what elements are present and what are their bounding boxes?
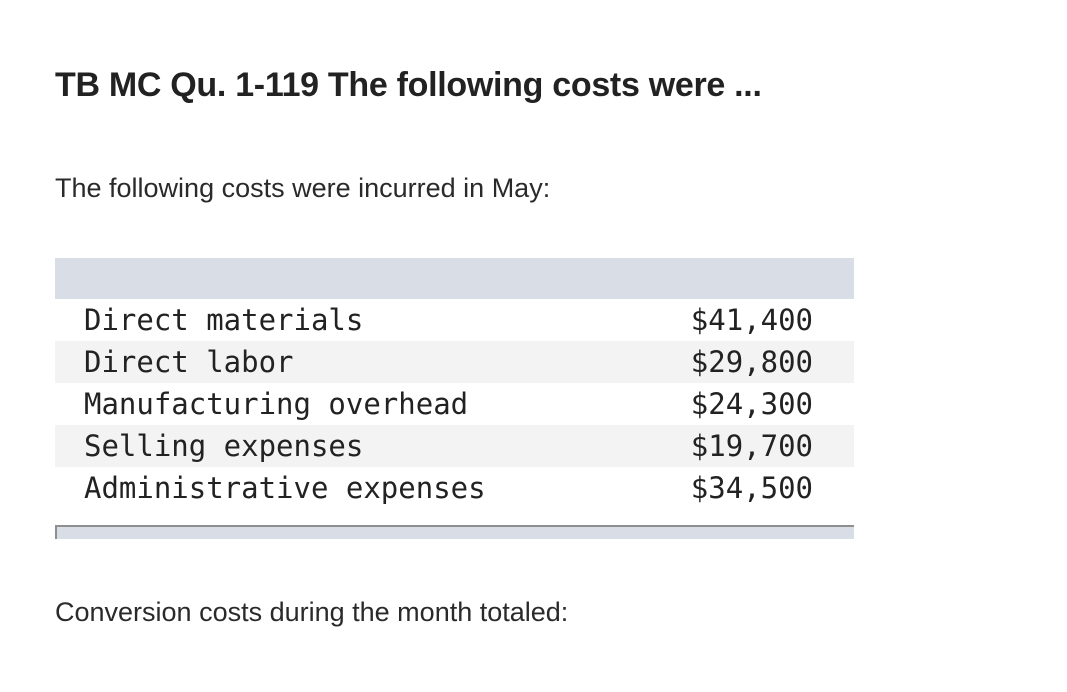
cost-amount: $29,800 <box>690 345 813 379</box>
cost-table: Direct materials $41,400 Direct labor $2… <box>55 258 854 539</box>
cost-label: Manufacturing overhead <box>84 387 469 421</box>
cost-amount: $19,700 <box>690 429 813 463</box>
table-row: Selling expenses $19,700 <box>55 425 854 467</box>
table-body: Direct materials $41,400 Direct labor $2… <box>55 299 854 509</box>
intro-text: The following costs were incurred in May… <box>55 173 551 203</box>
cost-amount: $24,300 <box>690 387 813 421</box>
table-row: Direct materials $41,400 <box>55 299 854 341</box>
table-header-bar <box>55 258 854 299</box>
table-row: Manufacturing overhead $24,300 <box>55 383 854 425</box>
question-text: Conversion costs during the month totale… <box>55 597 569 627</box>
cost-label: Administrative expenses <box>84 471 486 505</box>
cost-amount: $41,400 <box>690 303 813 337</box>
table-footer-bar <box>55 525 854 539</box>
table-row: Administrative expenses $34,500 <box>55 467 854 509</box>
table-row: Direct labor $29,800 <box>55 341 854 383</box>
cost-label: Direct materials <box>84 303 364 337</box>
cost-label: Selling expenses <box>84 429 364 463</box>
cost-label: Direct labor <box>84 345 294 379</box>
page-title: TB MC Qu. 1-119 The following costs were… <box>55 66 762 104</box>
cost-amount: $34,500 <box>690 471 813 505</box>
